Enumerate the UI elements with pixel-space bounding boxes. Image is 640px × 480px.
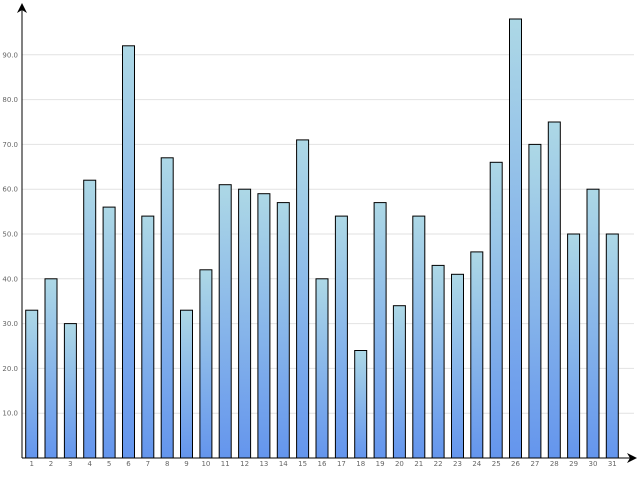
x-tick-label: 7 — [146, 460, 150, 468]
bar — [218, 184, 232, 459]
x-tick-label: 13 — [259, 460, 268, 468]
x-tick-label: 22 — [434, 460, 443, 468]
x-tick-label: 23 — [453, 460, 462, 468]
x-tick-label: 15 — [298, 460, 307, 468]
y-axis-tick-labels: 10.0 20.0 30.0 40.0 50.0 60.0 70.0 80.0 90.0 — [2, 51, 18, 417]
bar — [586, 188, 600, 459]
x-tick-label: 29 — [569, 460, 578, 468]
bar — [528, 143, 542, 459]
bar — [354, 350, 368, 459]
y-axis — [17, 3, 27, 458]
bar — [141, 215, 155, 459]
bar — [547, 121, 561, 459]
bar — [180, 309, 193, 459]
x-tick-label: 11 — [221, 460, 230, 468]
x-axis-arrow-icon — [627, 453, 637, 463]
x-axis-tick-labels: 1 2 3 4 5 6 7 8 9 10 11 12 13 14 15 16 17 18 19 20 21 22 23 24 2… — [29, 460, 616, 468]
bar — [412, 215, 426, 459]
x-tick-label: 1 — [29, 460, 33, 468]
bar — [605, 233, 619, 459]
x-tick-label: 24 — [472, 460, 481, 468]
x-tick-label: 27 — [530, 460, 539, 468]
bar — [431, 264, 445, 459]
y-axis-arrow-icon — [17, 3, 27, 13]
y-tick-label: 30.0 — [2, 320, 18, 328]
bar — [392, 305, 406, 459]
bar — [199, 269, 213, 459]
bar — [102, 206, 116, 459]
x-tick-label: 17 — [337, 460, 346, 468]
x-tick-label: 9 — [184, 460, 188, 468]
x-tick-label: 16 — [318, 460, 327, 468]
bar — [567, 233, 581, 459]
x-tick-label: 31 — [608, 460, 617, 468]
y-tick-label: 40.0 — [2, 275, 18, 283]
x-tick-label: 20 — [395, 460, 404, 468]
x-axis — [22, 453, 637, 463]
bar — [83, 179, 97, 459]
bar — [334, 215, 348, 459]
bar — [257, 193, 271, 459]
x-tick-label: 4 — [87, 460, 92, 468]
bars — [25, 18, 619, 459]
y-tick-label: 20.0 — [2, 365, 18, 373]
x-tick-label: 14 — [279, 460, 288, 468]
x-tick-label: 2 — [49, 460, 53, 468]
x-tick-label: 5 — [107, 460, 111, 468]
bar — [489, 161, 503, 459]
y-tick-label: 60.0 — [2, 186, 18, 194]
y-tick-label: 10.0 — [2, 410, 18, 418]
x-tick-label: 26 — [511, 460, 520, 468]
bar — [315, 278, 329, 459]
x-tick-label: 25 — [492, 460, 501, 468]
bar — [25, 309, 39, 459]
x-tick-label: 6 — [126, 460, 131, 468]
x-tick-label: 30 — [589, 460, 598, 468]
bar — [373, 202, 387, 459]
y-tick-label: 80.0 — [2, 96, 18, 104]
x-tick-label: 8 — [165, 460, 169, 468]
bar — [509, 18, 522, 459]
bar — [238, 188, 252, 459]
x-tick-label: 21 — [414, 460, 423, 468]
y-tick-label: 50.0 — [2, 231, 18, 239]
x-tick-label: 10 — [201, 460, 210, 468]
bar — [470, 251, 484, 459]
x-tick-label: 28 — [550, 460, 559, 468]
bar — [296, 139, 310, 459]
y-tick-label: 90.0 — [2, 51, 18, 59]
bar — [44, 278, 58, 459]
x-tick-label: 18 — [356, 460, 365, 468]
x-tick-label: 12 — [240, 460, 249, 468]
bar — [160, 157, 174, 459]
bar — [451, 273, 464, 459]
x-tick-label: 19 — [376, 460, 385, 468]
y-tick-label: 70.0 — [2, 141, 18, 149]
bar — [63, 323, 77, 459]
x-tick-label: 3 — [68, 460, 72, 468]
bar — [122, 45, 135, 459]
bar — [276, 202, 290, 459]
